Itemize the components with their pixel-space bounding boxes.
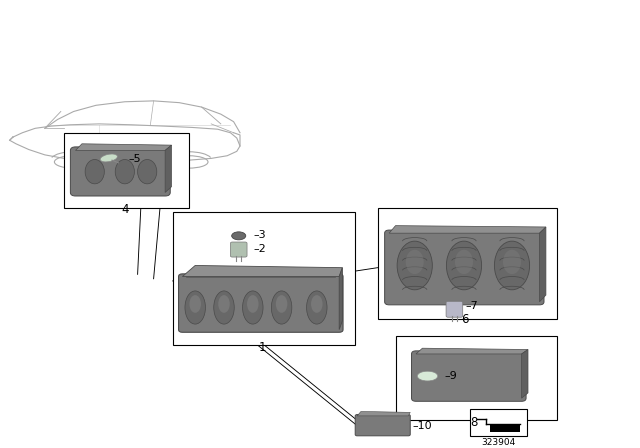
Polygon shape bbox=[416, 348, 528, 354]
Text: 6: 6 bbox=[461, 313, 469, 326]
Ellipse shape bbox=[85, 159, 104, 184]
Ellipse shape bbox=[218, 295, 230, 313]
Ellipse shape bbox=[276, 295, 287, 313]
Text: 323904: 323904 bbox=[481, 438, 516, 447]
Polygon shape bbox=[540, 227, 546, 302]
FancyBboxPatch shape bbox=[446, 302, 463, 317]
FancyBboxPatch shape bbox=[412, 351, 526, 401]
Ellipse shape bbox=[115, 159, 134, 184]
Polygon shape bbox=[339, 268, 342, 330]
Ellipse shape bbox=[232, 232, 246, 240]
FancyBboxPatch shape bbox=[355, 414, 410, 436]
Text: –7: –7 bbox=[466, 301, 479, 311]
Ellipse shape bbox=[185, 291, 205, 324]
Bar bbox=[64, 133, 189, 208]
Text: –2: –2 bbox=[253, 244, 266, 254]
Bar bbox=[173, 212, 355, 345]
Ellipse shape bbox=[307, 291, 327, 324]
Ellipse shape bbox=[138, 159, 157, 184]
Text: –3: –3 bbox=[253, 230, 266, 241]
Polygon shape bbox=[357, 411, 410, 416]
Text: –10: –10 bbox=[412, 421, 432, 431]
Ellipse shape bbox=[271, 291, 292, 324]
Bar bbox=[378, 208, 557, 319]
Text: 4: 4 bbox=[121, 202, 129, 215]
Ellipse shape bbox=[247, 295, 259, 313]
Polygon shape bbox=[76, 144, 172, 151]
Ellipse shape bbox=[447, 241, 482, 290]
Ellipse shape bbox=[494, 241, 530, 290]
Ellipse shape bbox=[455, 250, 473, 274]
FancyBboxPatch shape bbox=[230, 242, 247, 257]
Polygon shape bbox=[182, 266, 342, 276]
Ellipse shape bbox=[189, 295, 201, 313]
Text: 1: 1 bbox=[259, 340, 266, 353]
Text: –9: –9 bbox=[445, 371, 458, 381]
Ellipse shape bbox=[397, 241, 433, 290]
Polygon shape bbox=[490, 424, 520, 432]
Ellipse shape bbox=[311, 295, 323, 313]
Ellipse shape bbox=[406, 250, 424, 274]
Ellipse shape bbox=[100, 154, 117, 162]
FancyBboxPatch shape bbox=[385, 230, 544, 305]
Bar bbox=[470, 409, 527, 436]
Ellipse shape bbox=[214, 291, 234, 324]
Text: –5: –5 bbox=[128, 154, 141, 164]
Polygon shape bbox=[389, 226, 546, 233]
Polygon shape bbox=[165, 145, 172, 193]
Text: 8: 8 bbox=[470, 416, 477, 429]
FancyBboxPatch shape bbox=[179, 274, 343, 332]
Bar bbox=[396, 336, 557, 420]
FancyBboxPatch shape bbox=[70, 147, 170, 196]
Ellipse shape bbox=[243, 291, 263, 324]
Ellipse shape bbox=[503, 250, 521, 274]
Ellipse shape bbox=[417, 371, 438, 381]
Polygon shape bbox=[522, 349, 528, 398]
